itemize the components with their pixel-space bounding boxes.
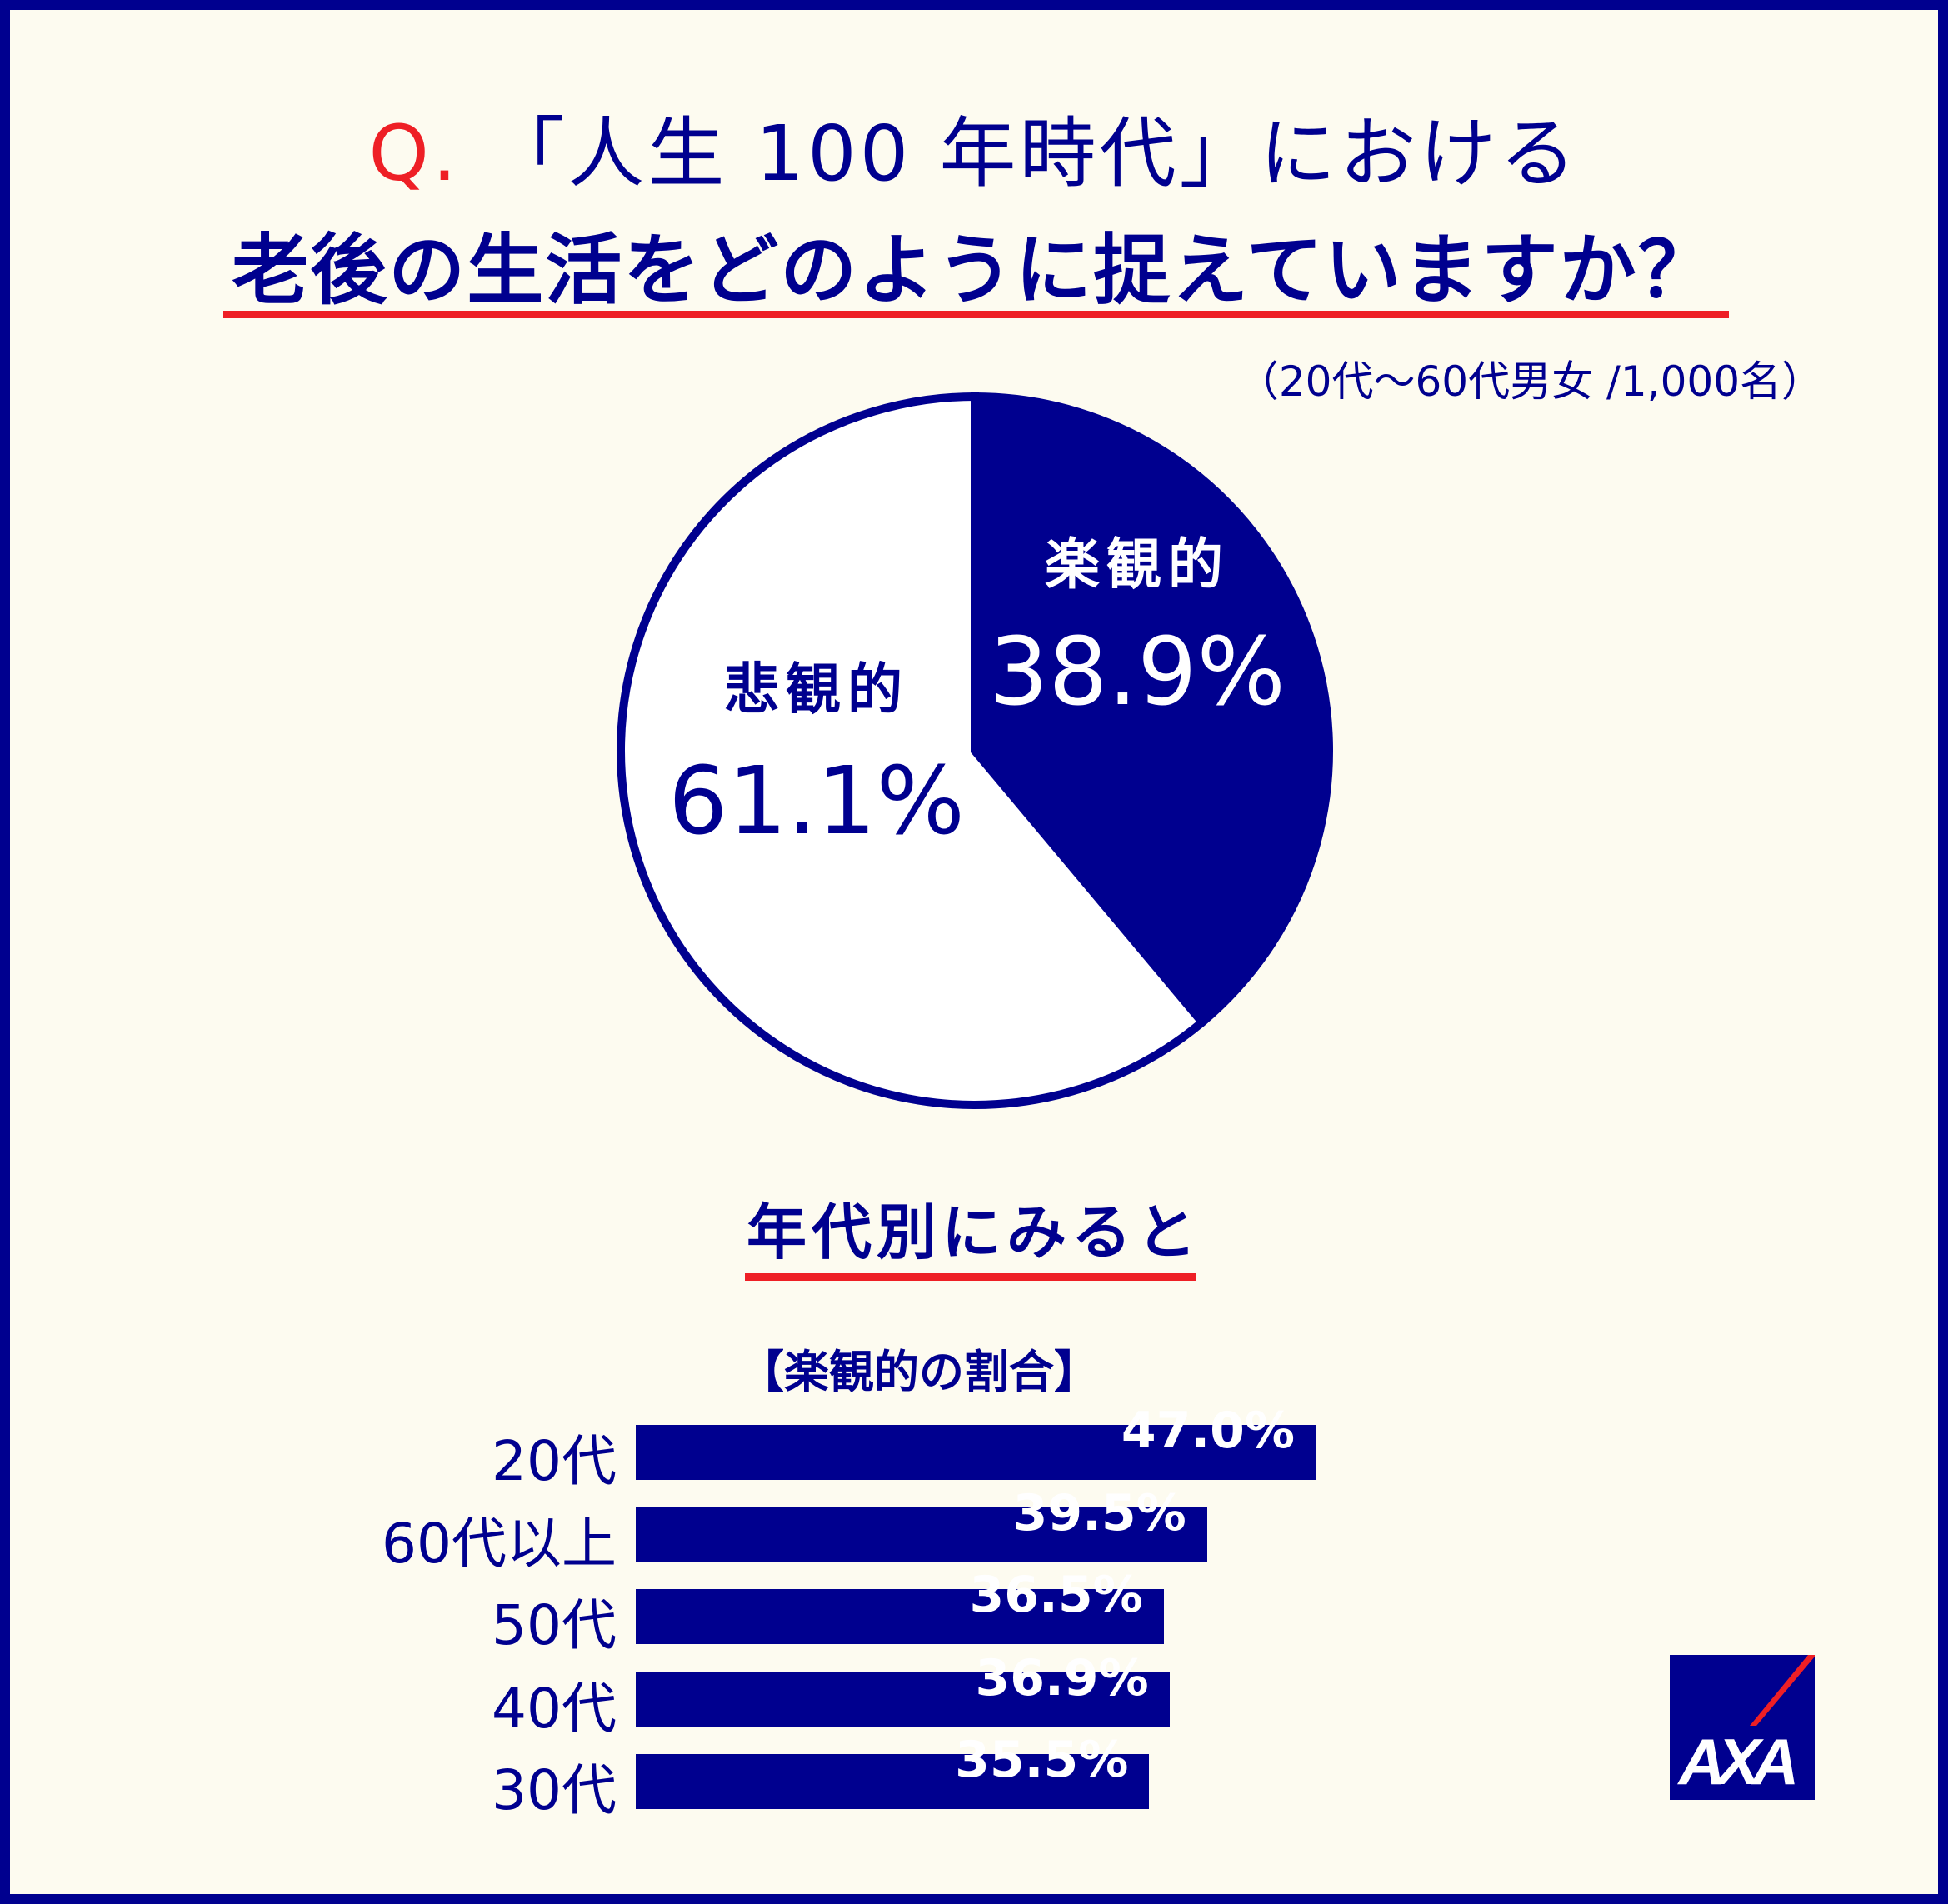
bar [636, 1754, 1150, 1809]
bar-category-label: 40代 [492, 1677, 617, 1741]
pie-value-label: 38.9% [989, 618, 1286, 727]
section-underline [745, 1273, 1196, 1281]
bar-category-label: 30代 [492, 1758, 617, 1822]
bar-category-label: 50代 [492, 1593, 617, 1657]
bar-value-label: 47.0% [1121, 1402, 1295, 1460]
bar [636, 1425, 1316, 1480]
pie-value-label: 61.1% [668, 747, 965, 856]
bar-heading: 【楽観的の割合】 [739, 1346, 1099, 1398]
bar [636, 1589, 1164, 1644]
pie-slice-pessimistic [617, 392, 1209, 1109]
bar-category-label: 60代以上 [382, 1512, 617, 1576]
question-prefix: Q. [368, 109, 461, 198]
bar-value-label: 39.5% [1012, 1484, 1186, 1542]
pie-label: 悲観的 [724, 657, 909, 722]
bar-value-label: 36.9% [975, 1649, 1149, 1707]
bar [636, 1507, 1207, 1562]
title-text-1: 「人生 100 年時代」における [487, 109, 1580, 198]
bar-category-label: 20代 [492, 1429, 617, 1493]
title-line-2: 老後の生活をどのように捉えていますか？ [232, 226, 1716, 315]
title-line-1: Q. 「人生 100 年時代」における [0, 92, 1948, 202]
axa-logo: AXA [1670, 1655, 1815, 1800]
pie-slice-optimistic [971, 392, 1333, 1028]
bar-value-label: 36.5% [969, 1566, 1143, 1624]
pie-label: 楽観的 [1045, 532, 1230, 597]
bar-value-label: 35.5% [955, 1731, 1129, 1789]
svg-text:AXA: AXA [1677, 1725, 1795, 1798]
pie-chart: 楽観的 38.9% 悲観的 61.1% [617, 392, 1333, 1109]
bar [636, 1672, 1170, 1727]
subtitle: （20代～60代男女 /1,000名） [1236, 357, 1823, 406]
section-heading: 年代別にみると [746, 1197, 1201, 1267]
title-underline [223, 311, 1729, 318]
